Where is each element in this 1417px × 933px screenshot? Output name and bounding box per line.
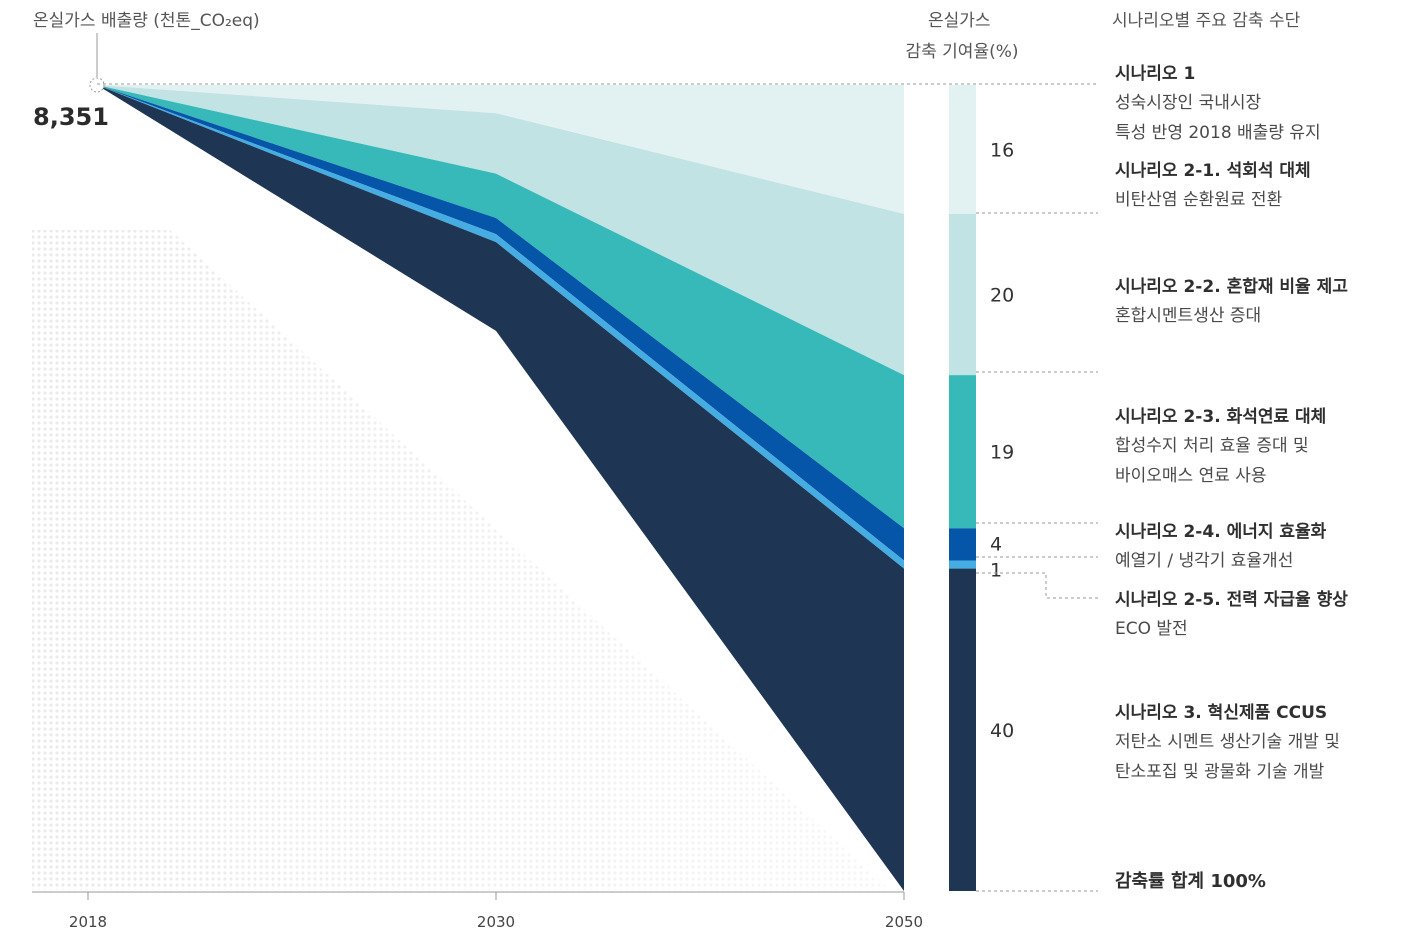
contribution-value-s2-2: 19 [990, 442, 1014, 464]
x-tick-label-2018: 2018 [69, 913, 107, 931]
x-tick-label-2030: 2030 [477, 913, 515, 931]
legend-header: 시나리오별 주요 감축 수단 [1112, 11, 1301, 31]
total-reduction-label: 감축률 합계 100% [1115, 870, 1266, 892]
scenario-title: 시나리오 2-5. 전력 자급율 향상 [1115, 589, 1348, 610]
scenario-description: ECO 발전 [1115, 619, 1188, 639]
bar-segment-s2-2 [949, 375, 976, 529]
contribution-value-s2-4: 1 [990, 560, 1002, 582]
guide-lines [97, 83, 1098, 892]
contribution-value-s3: 40 [990, 720, 1014, 742]
bar-segment-s3 [949, 568, 976, 891]
bar-segment-s1 [949, 85, 976, 214]
area-s1 [97, 85, 904, 214]
scenario-title: 시나리오 3. 혁신제품 CCUS [1115, 702, 1327, 723]
scenario-description: 합성수지 처리 효율 증대 및 [1115, 436, 1309, 456]
scenario-description: 저탄소 시멘트 생산기술 개발 및 [1115, 732, 1340, 752]
scenario-description: 바이오매스 연료 사용 [1115, 466, 1267, 486]
scenario-description: 성숙시장인 국내시장 [1115, 93, 1262, 113]
contribution-value-s1: 16 [990, 139, 1014, 161]
gap-2050 [904, 84, 949, 892]
scenario-title: 시나리오 1 [1115, 64, 1195, 84]
scenario-title: 시나리오 2-1. 석회석 대체 [1115, 161, 1311, 181]
contribution-value-s2-1: 20 [990, 285, 1014, 307]
scenario-description: 혼합시멘트생산 증대 [1115, 306, 1261, 326]
start-value-label: 8,351 [33, 103, 109, 131]
scenario-title: 시나리오 2-4. 에너지 효율화 [1115, 522, 1327, 542]
scenario-description: 특성 반영 2018 배출량 유지 [1115, 123, 1321, 143]
scenario-description: 예열기 / 냉각기 효율개선 [1115, 551, 1293, 571]
x-tick-label-2050: 2050 [885, 913, 923, 931]
scenario-title: 시나리오 2-3. 화석연료 대체 [1115, 407, 1326, 427]
area-s2-2 [97, 85, 904, 529]
y-axis-label: 온실가스 배출량 (천톤_CO₂eq) [33, 11, 260, 31]
scenario-description: 탄소포집 및 광물화 기술 개발 [1115, 762, 1325, 782]
start-point-marker [89, 77, 105, 93]
scenario-item: 시나리오 2-5. 전력 자급율 향상 ECO 발전 [1115, 589, 1348, 639]
contribution-value-s2-3: 4 [990, 533, 1002, 555]
bar-segment-s2-4 [949, 560, 976, 569]
area-s2-1 [97, 85, 904, 376]
scenario-description: 비탄산염 순환원료 전환 [1115, 190, 1282, 210]
contribution-labels: 16 20 19 4 1 40 [990, 139, 1014, 741]
scenario-title: 시나리오 2-2. 혼합재 비율 제고 [1115, 276, 1348, 297]
background-dot-texture [32, 230, 890, 890]
contribution-stacked-bar [949, 85, 976, 891]
contribution-header: 온실가스 감축 기여율(%) [905, 11, 1018, 62]
area-layers [97, 85, 904, 891]
bar-segment-s2-1 [949, 213, 976, 376]
area-s3 [97, 85, 904, 891]
bar-segment-s2-3 [949, 528, 976, 561]
